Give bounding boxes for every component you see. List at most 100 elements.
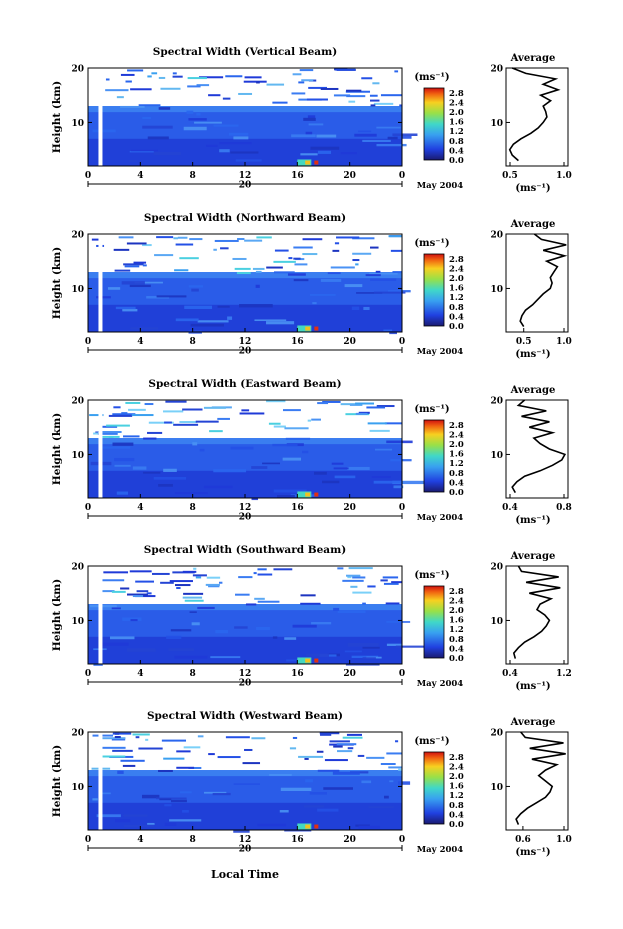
heatmap-cell — [388, 766, 402, 769]
heatmap-cell — [129, 160, 137, 162]
colorbar-tick-label: 2.8 — [449, 89, 464, 99]
heatmap-cell — [225, 736, 250, 739]
heatmap — [88, 732, 411, 833]
heatmap-cell — [316, 134, 337, 138]
heatmap-cell — [123, 824, 155, 828]
heatmap-cell — [155, 797, 187, 800]
heatmap-cell — [213, 124, 239, 127]
heatmap-cell — [272, 443, 298, 447]
x-tick-label: 20 — [343, 337, 356, 347]
heatmap-cell — [209, 430, 223, 433]
heatmap-cell — [230, 446, 254, 450]
x-tick-label: 8 — [190, 171, 196, 181]
colorbar-tick-label: 1.2 — [449, 625, 464, 635]
colorbar-tick-label: 1.6 — [449, 616, 464, 626]
colorbar-tick-label: 1.2 — [449, 127, 464, 137]
heatmap-cell — [127, 593, 148, 596]
heatmap-transition — [88, 770, 402, 777]
heatmap-cell — [164, 822, 177, 826]
heatmap-cell — [347, 642, 379, 647]
heatmap-cell — [306, 98, 328, 101]
heatmap-cell — [348, 100, 356, 103]
heatmap-cell — [252, 267, 265, 270]
heatmap-hotspot — [314, 492, 319, 497]
profile-line — [512, 565, 561, 659]
heatmap-cell — [163, 468, 177, 472]
heatmap-cell — [92, 734, 114, 737]
heatmap-cell — [352, 259, 360, 262]
colorbar-tick-label: 2.4 — [449, 430, 464, 440]
heatmap-cell — [134, 281, 163, 284]
colorbar-tick-label: 1.6 — [449, 284, 464, 294]
heatmap-cell — [121, 281, 145, 285]
profile-frame — [505, 233, 569, 333]
heatmap-cell — [153, 477, 187, 480]
heatmap-cell — [298, 81, 305, 84]
heatmap-cell — [114, 732, 120, 735]
heatmap-cell — [317, 402, 329, 405]
heatmap-cell — [374, 448, 393, 451]
heatmap-cell — [112, 749, 133, 752]
heatmap-cell — [352, 237, 375, 240]
colorbar-tick-label: 1.6 — [449, 782, 464, 792]
heatmap-cell — [304, 757, 309, 760]
heatmap-cell — [384, 795, 389, 799]
y-tick-label: 20 — [71, 563, 84, 573]
heatmap-cell — [108, 414, 133, 417]
x-tick-label: 12 — [239, 337, 252, 347]
heatmap-cell — [386, 643, 402, 646]
heatmap-cell — [89, 605, 117, 608]
heatmap-cell — [389, 780, 394, 783]
heatmap-cell — [392, 133, 418, 137]
x-tick-label: 16 — [291, 337, 304, 347]
profile-x-unit: (ms⁻¹) — [515, 847, 550, 858]
heatmap-cell — [143, 471, 161, 474]
heatmap-cell — [183, 592, 204, 595]
heatmap-cell — [102, 755, 126, 758]
heatmap-cell — [382, 576, 399, 579]
colorbar-tick-label: 2.4 — [449, 762, 464, 772]
heatmap-cell — [333, 94, 351, 97]
heatmap-cell — [288, 257, 293, 260]
colorbar-tick-label: 0.8 — [449, 469, 464, 479]
heatmap-cell — [228, 132, 249, 136]
y-tick-label: 10 — [71, 119, 84, 129]
heatmap-cell — [173, 423, 199, 426]
profile-panel: Average 20 10 0.5 1.0 (ms⁻¹) — [490, 219, 571, 360]
heatmap-cell — [352, 576, 366, 579]
heatmap-cell — [361, 780, 372, 784]
heatmap-cell — [394, 70, 399, 73]
heatmap-cell — [284, 637, 297, 640]
heatmap-cell — [121, 412, 128, 415]
heatmap-cell — [129, 570, 152, 573]
heatmap-hotspot — [305, 326, 311, 331]
x-tick-label: 0 — [85, 503, 91, 513]
heatmap-cell — [92, 129, 116, 133]
heatmap-cell — [398, 781, 411, 785]
heatmap-transition — [88, 272, 402, 279]
heatmap-cell — [195, 420, 219, 423]
colorbar-tick-label: 2.4 — [449, 264, 464, 274]
heatmap-cell — [387, 136, 398, 140]
heatmap-hotspot — [297, 325, 312, 332]
profile-line — [515, 731, 566, 825]
x-tick-label: 8 — [190, 503, 196, 513]
colorbar-tick-label: 1.2 — [449, 459, 464, 469]
heatmap-cell — [244, 239, 263, 242]
colorbar-tick-label: 0.8 — [449, 137, 464, 147]
heatmap-cell — [173, 237, 178, 240]
heatmap-cell — [332, 771, 360, 775]
colorbar-unit: (ms⁻¹) — [414, 404, 449, 415]
heatmap-cell — [205, 583, 220, 586]
x-tick-label: 12 — [239, 503, 252, 513]
heatmap-cell — [244, 748, 253, 751]
x-tick-label: 20 — [343, 669, 356, 679]
profile-x-tick-label: 0.5 — [516, 337, 532, 347]
heatmap-cell — [182, 408, 203, 411]
heatmap-cell — [123, 814, 148, 817]
heatmap-cell — [310, 146, 340, 150]
heatmap-cell — [199, 448, 205, 452]
heatmap-cell — [111, 738, 126, 741]
heatmap-cell — [368, 806, 394, 809]
heatmap-cell — [244, 76, 262, 79]
